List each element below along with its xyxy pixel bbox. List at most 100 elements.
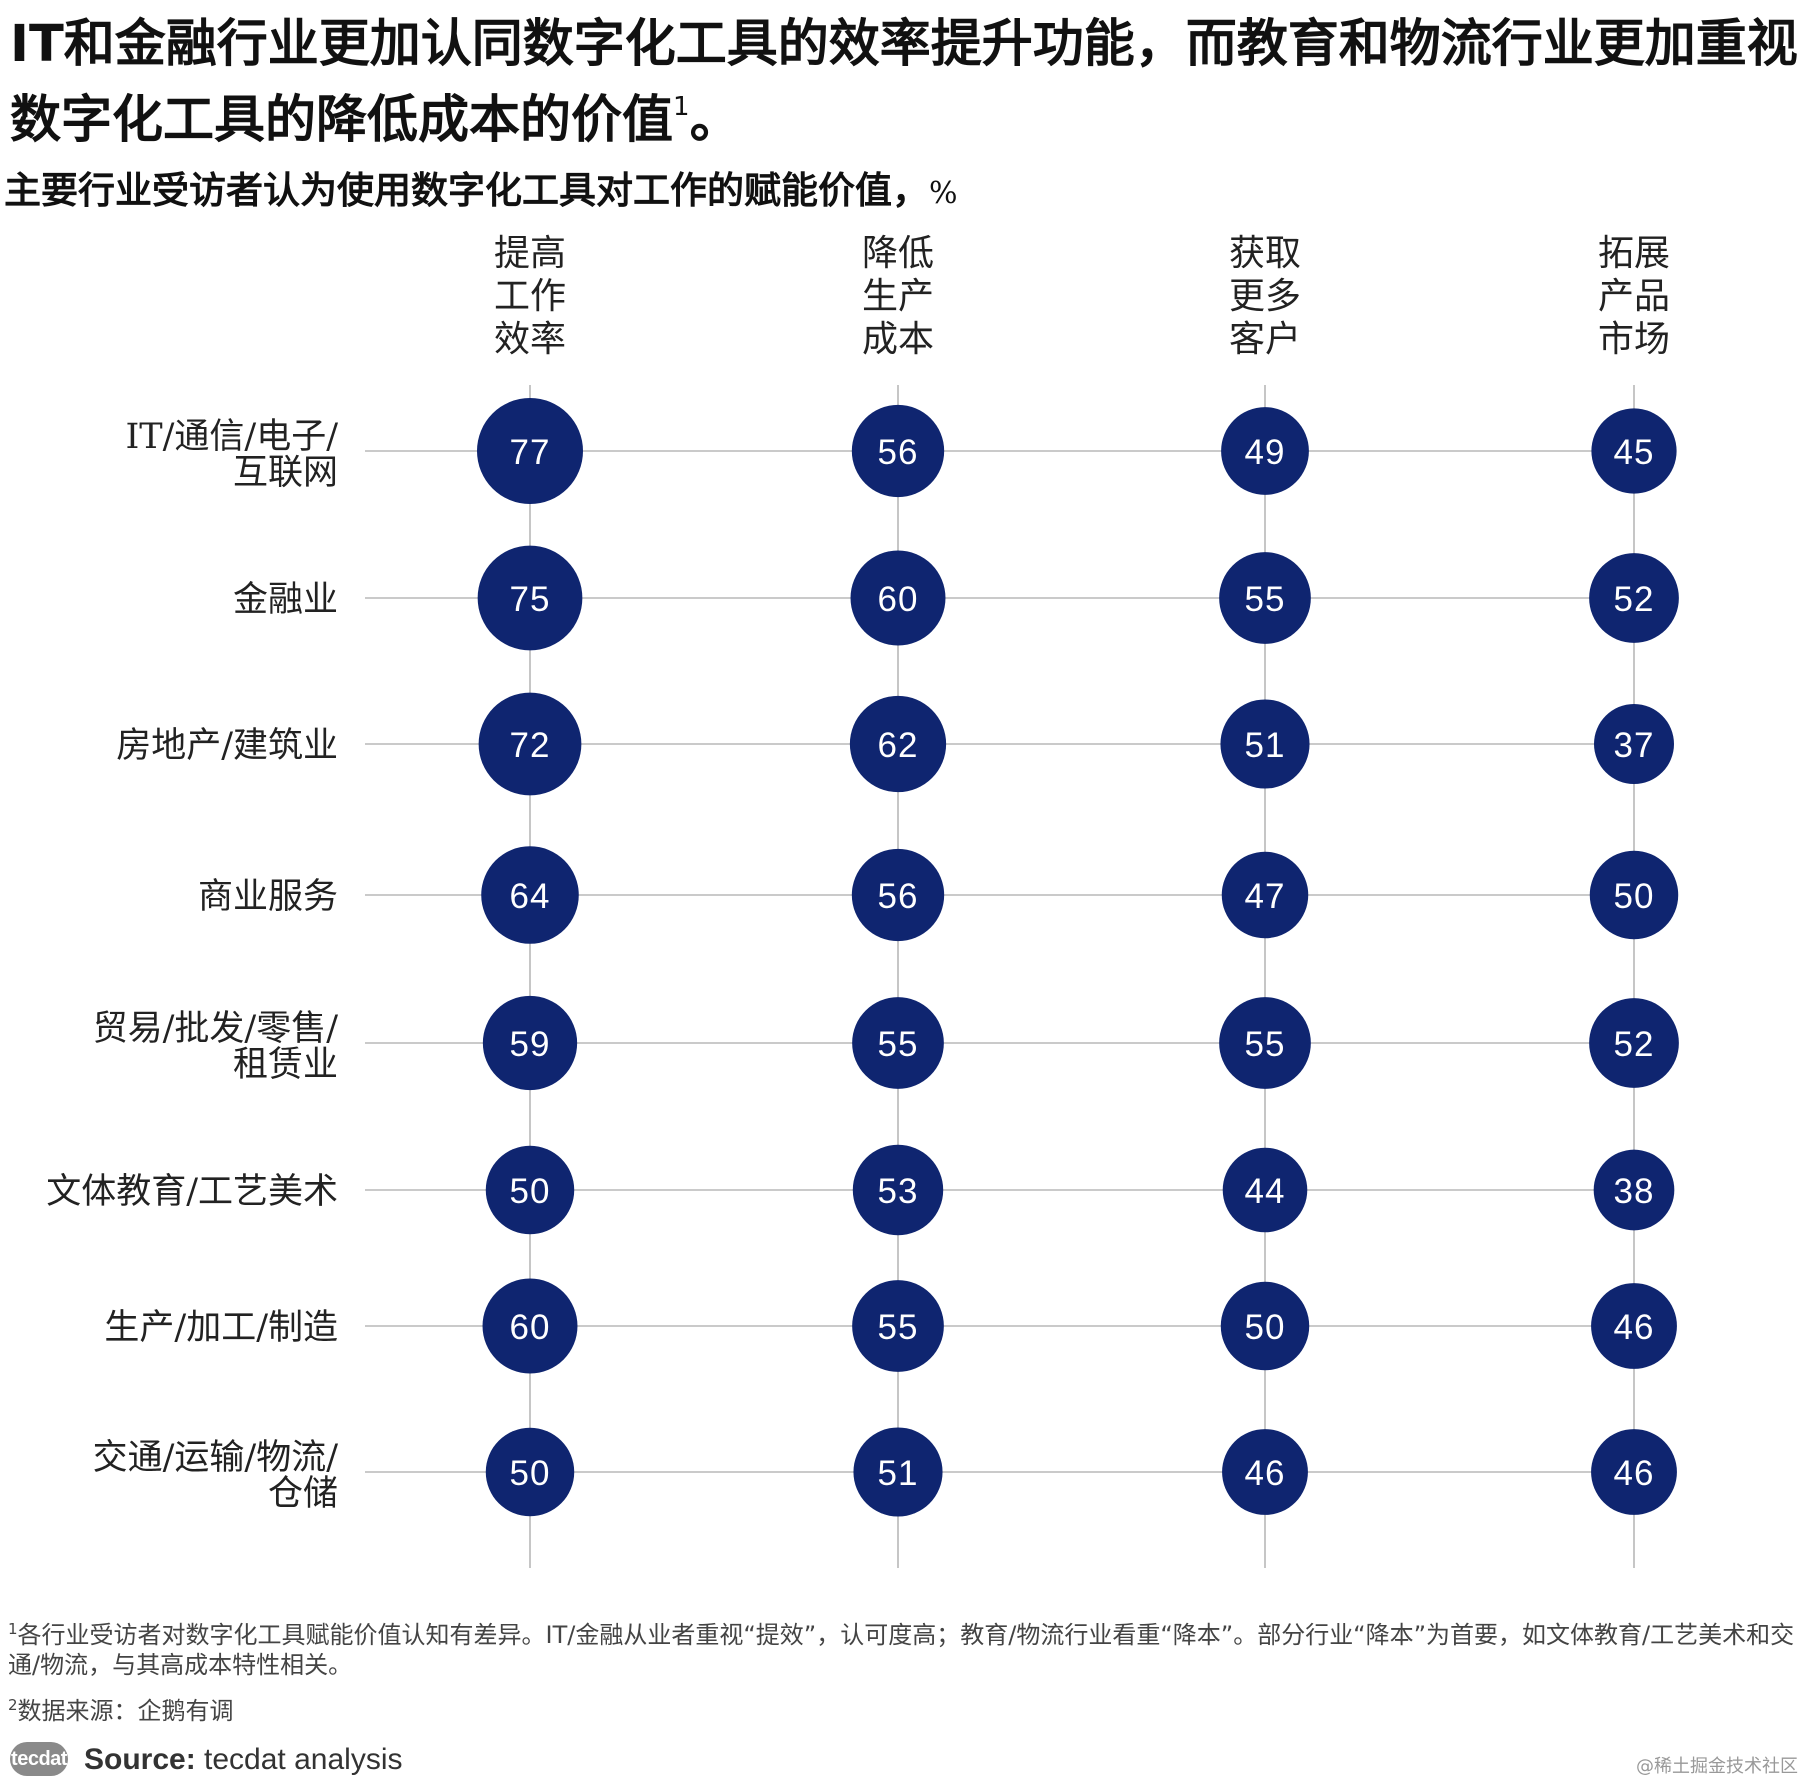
column-header-0-line-0: 提高 — [494, 233, 566, 274]
tecdat-logo: tecdat — [10, 1742, 68, 1776]
bubble-label-r3-c0: 64 — [510, 877, 551, 916]
column-header-2-line-0: 获取 — [1229, 233, 1301, 274]
bubble-label-r3-c2: 47 — [1245, 877, 1286, 916]
bubble-label-r6-c0: 60 — [510, 1308, 551, 1347]
footnote-2-text: 数据来源：企鹅有调 — [17, 1697, 234, 1725]
bubble-r3-c2 — [1221, 851, 1309, 939]
bubble-r5-c2 — [1222, 1147, 1308, 1233]
footnote-1-text: 各行业受访者对数字化工具赋能价值认知有差异。IT/金融从业者重视“提效”，认可度… — [8, 1621, 1795, 1679]
bubble-label-r0-c1: 56 — [878, 433, 919, 472]
bubble-r3-c3 — [1589, 850, 1679, 940]
source-text: tecdat analysis — [195, 1743, 403, 1776]
bubble-label-r0-c2: 49 — [1245, 433, 1286, 472]
bubble-r2-c2 — [1220, 699, 1310, 789]
bubble-r7-c0 — [485, 1427, 575, 1517]
bubble-label-r7-c2: 46 — [1245, 1454, 1286, 1493]
bubble-label-r1-c0: 75 — [510, 580, 551, 619]
bubble-r2-c3 — [1594, 704, 1674, 784]
row-label-2-line-0: 房地产/建筑业 — [116, 726, 338, 766]
bubble-r3-c0 — [481, 846, 579, 944]
row-label-0-line-0: IT/通信/电子/ — [125, 417, 338, 457]
bubble-label-r4-c1: 55 — [878, 1025, 919, 1064]
bubble-label-r6-c2: 50 — [1245, 1308, 1286, 1347]
row-label-5-line-0: 文体教育/工艺美术 — [46, 1172, 338, 1212]
row-label-3-line-0: 商业服务 — [198, 877, 338, 917]
row-label-4-line-0: 贸易/批发/零售/ — [93, 1009, 339, 1049]
column-header-1-line-2: 成本 — [862, 319, 934, 360]
bubble-r6-c2 — [1220, 1281, 1310, 1371]
bubble-r4-c3 — [1589, 998, 1679, 1088]
bubble-r5-c0 — [485, 1145, 575, 1235]
bubble-r4-c0 — [482, 995, 578, 1091]
footnote-2-marker: 2 — [8, 1696, 18, 1714]
bubble-label-r5-c0: 50 — [510, 1172, 551, 1211]
bubble-r1-c2 — [1219, 552, 1311, 644]
watermark: @稀土掘金技术社区 — [1636, 1756, 1798, 1777]
bubble-r1-c3 — [1589, 553, 1679, 643]
bubble-label-r5-c1: 53 — [878, 1172, 919, 1211]
title-footnote-marker: 1 — [673, 92, 690, 122]
row-label-4-line-1: 租赁业 — [233, 1045, 338, 1085]
bubble-r6-c1 — [852, 1280, 944, 1372]
bubble-label-r5-c3: 38 — [1614, 1172, 1655, 1211]
bubble-label-r3-c3: 50 — [1614, 877, 1655, 916]
column-header-2-line-2: 客户 — [1229, 319, 1301, 360]
bubble-label-r7-c3: 46 — [1614, 1454, 1655, 1493]
bubble-r4-c2 — [1219, 997, 1311, 1089]
title-main: IT和金融行业更加认同数字化工具的效率提升功能，而教育和物流行业更加重视数字化工… — [10, 15, 1798, 150]
bubble-r7-c1 — [853, 1427, 943, 1517]
row-label-1-line-0: 金融业 — [233, 580, 338, 620]
bubble-label-r2-c1: 62 — [878, 726, 919, 765]
bubble-label-r1-c3: 52 — [1614, 580, 1655, 619]
source-line: Source: tecdat analysis — [84, 1743, 402, 1777]
bubble-label-r4-c2: 55 — [1245, 1025, 1286, 1064]
bubble-r6-c0 — [482, 1278, 578, 1374]
subtitle-unit: % — [929, 176, 958, 211]
bubble-label-r2-c2: 51 — [1245, 726, 1286, 765]
footnote-1: 1各行业受访者对数字化工具赋能价值认知有差异。IT/金融从业者重视“提效”，认可… — [8, 1614, 1798, 1680]
chart-title: IT和金融行业更加认同数字化工具的效率提升功能，而教育和物流行业更加重视数字化工… — [10, 14, 1800, 152]
bubble-label-r1-c1: 60 — [878, 580, 919, 619]
bubble-label-r1-c2: 55 — [1245, 580, 1286, 619]
bubble-r0-c0 — [477, 398, 583, 504]
bubble-label-r0-c0: 77 — [510, 433, 551, 472]
bubble-label-r7-c0: 50 — [510, 1454, 551, 1493]
bubble-r3-c1 — [851, 848, 945, 942]
footnote-2: 2数据来源：企鹅有调 — [8, 1690, 234, 1726]
bubble-label-r5-c2: 44 — [1245, 1172, 1286, 1211]
bubble-r0-c1 — [851, 404, 945, 498]
title-end: 。 — [689, 91, 741, 150]
bubble-label-r0-c3: 45 — [1614, 433, 1655, 472]
bubble-label-r6-c3: 46 — [1614, 1308, 1655, 1347]
bubble-label-r2-c3: 37 — [1614, 726, 1655, 765]
bubble-r5-c1 — [852, 1144, 944, 1236]
bubble-r7-c2 — [1222, 1429, 1308, 1515]
row-label-0-line-1: 互联网 — [233, 453, 338, 493]
column-header-1-line-0: 降低 — [862, 233, 934, 274]
column-header-3-line-0: 拓展 — [1598, 233, 1670, 274]
bubble-label-r4-c3: 52 — [1614, 1025, 1655, 1064]
footnote-1-marker: 1 — [8, 1620, 18, 1638]
column-header-0-line-1: 工作 — [494, 276, 566, 317]
row-label-7-line-1: 仓储 — [268, 1474, 338, 1514]
chart-subtitle: 主要行业受访者认为使用数字化工具对工作的赋能价值，% — [4, 160, 958, 214]
bubble-r1-c1 — [850, 550, 946, 646]
subtitle-text: 主要行业受访者认为使用数字化工具对工作的赋能价值， — [4, 169, 929, 212]
bubble-label-r6-c1: 55 — [878, 1308, 919, 1347]
bubble-r5-c3 — [1593, 1149, 1675, 1231]
bubble-r7-c3 — [1591, 1429, 1677, 1515]
bubble-r4-c1 — [852, 997, 944, 1089]
bubble-label-r4-c0: 59 — [510, 1025, 551, 1064]
bubble-label-r2-c0: 72 — [510, 726, 551, 765]
bubble-label-r7-c1: 51 — [878, 1454, 919, 1493]
bubble-r2-c1 — [849, 695, 947, 793]
column-header-3-line-2: 市场 — [1598, 319, 1670, 360]
bubble-r0-c2 — [1221, 407, 1309, 495]
row-label-6-line-0: 生产/加工/制造 — [104, 1308, 338, 1348]
bubble-r0-c3 — [1591, 408, 1677, 494]
bubble-label-r3-c1: 56 — [878, 877, 919, 916]
column-header-3-line-1: 产品 — [1598, 276, 1670, 317]
bubble-r2-c0 — [478, 692, 582, 796]
column-header-2-line-1: 更多 — [1229, 276, 1301, 317]
